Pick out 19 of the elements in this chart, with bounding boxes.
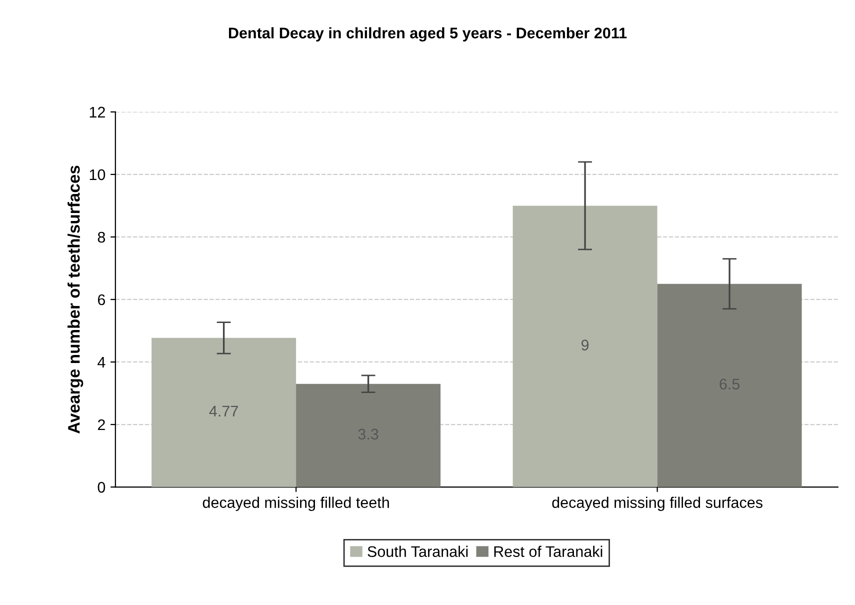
y-tick-label: 2 (98, 419, 105, 430)
y-tick-label: 12 (90, 106, 105, 118)
y-tick-label: 4 (98, 357, 106, 368)
data-label: 9 (582, 340, 589, 350)
x-tick-label: decayed missing filled surfaces (552, 496, 762, 511)
x-tick-label: decayed missing filled teeth (202, 496, 389, 511)
bar (657, 284, 802, 488)
y-tick-label: 6 (98, 294, 106, 306)
y-tick-label: 10 (90, 169, 106, 180)
legend-label: South Taranaki (368, 546, 468, 558)
y-tick-label: 0 (98, 482, 106, 493)
y-tick-label: 8 (98, 232, 106, 243)
bar (512, 206, 658, 488)
data-label: 4.77 (209, 406, 238, 416)
legend-label: Rest of Taranaki (494, 546, 602, 558)
bar (152, 338, 296, 488)
chart-title: Dental Decay in children aged 5 years - December 2011 (228, 27, 627, 42)
bar (296, 384, 441, 488)
y-axis-title: Avearge number of teeth/surfaces (68, 166, 84, 434)
